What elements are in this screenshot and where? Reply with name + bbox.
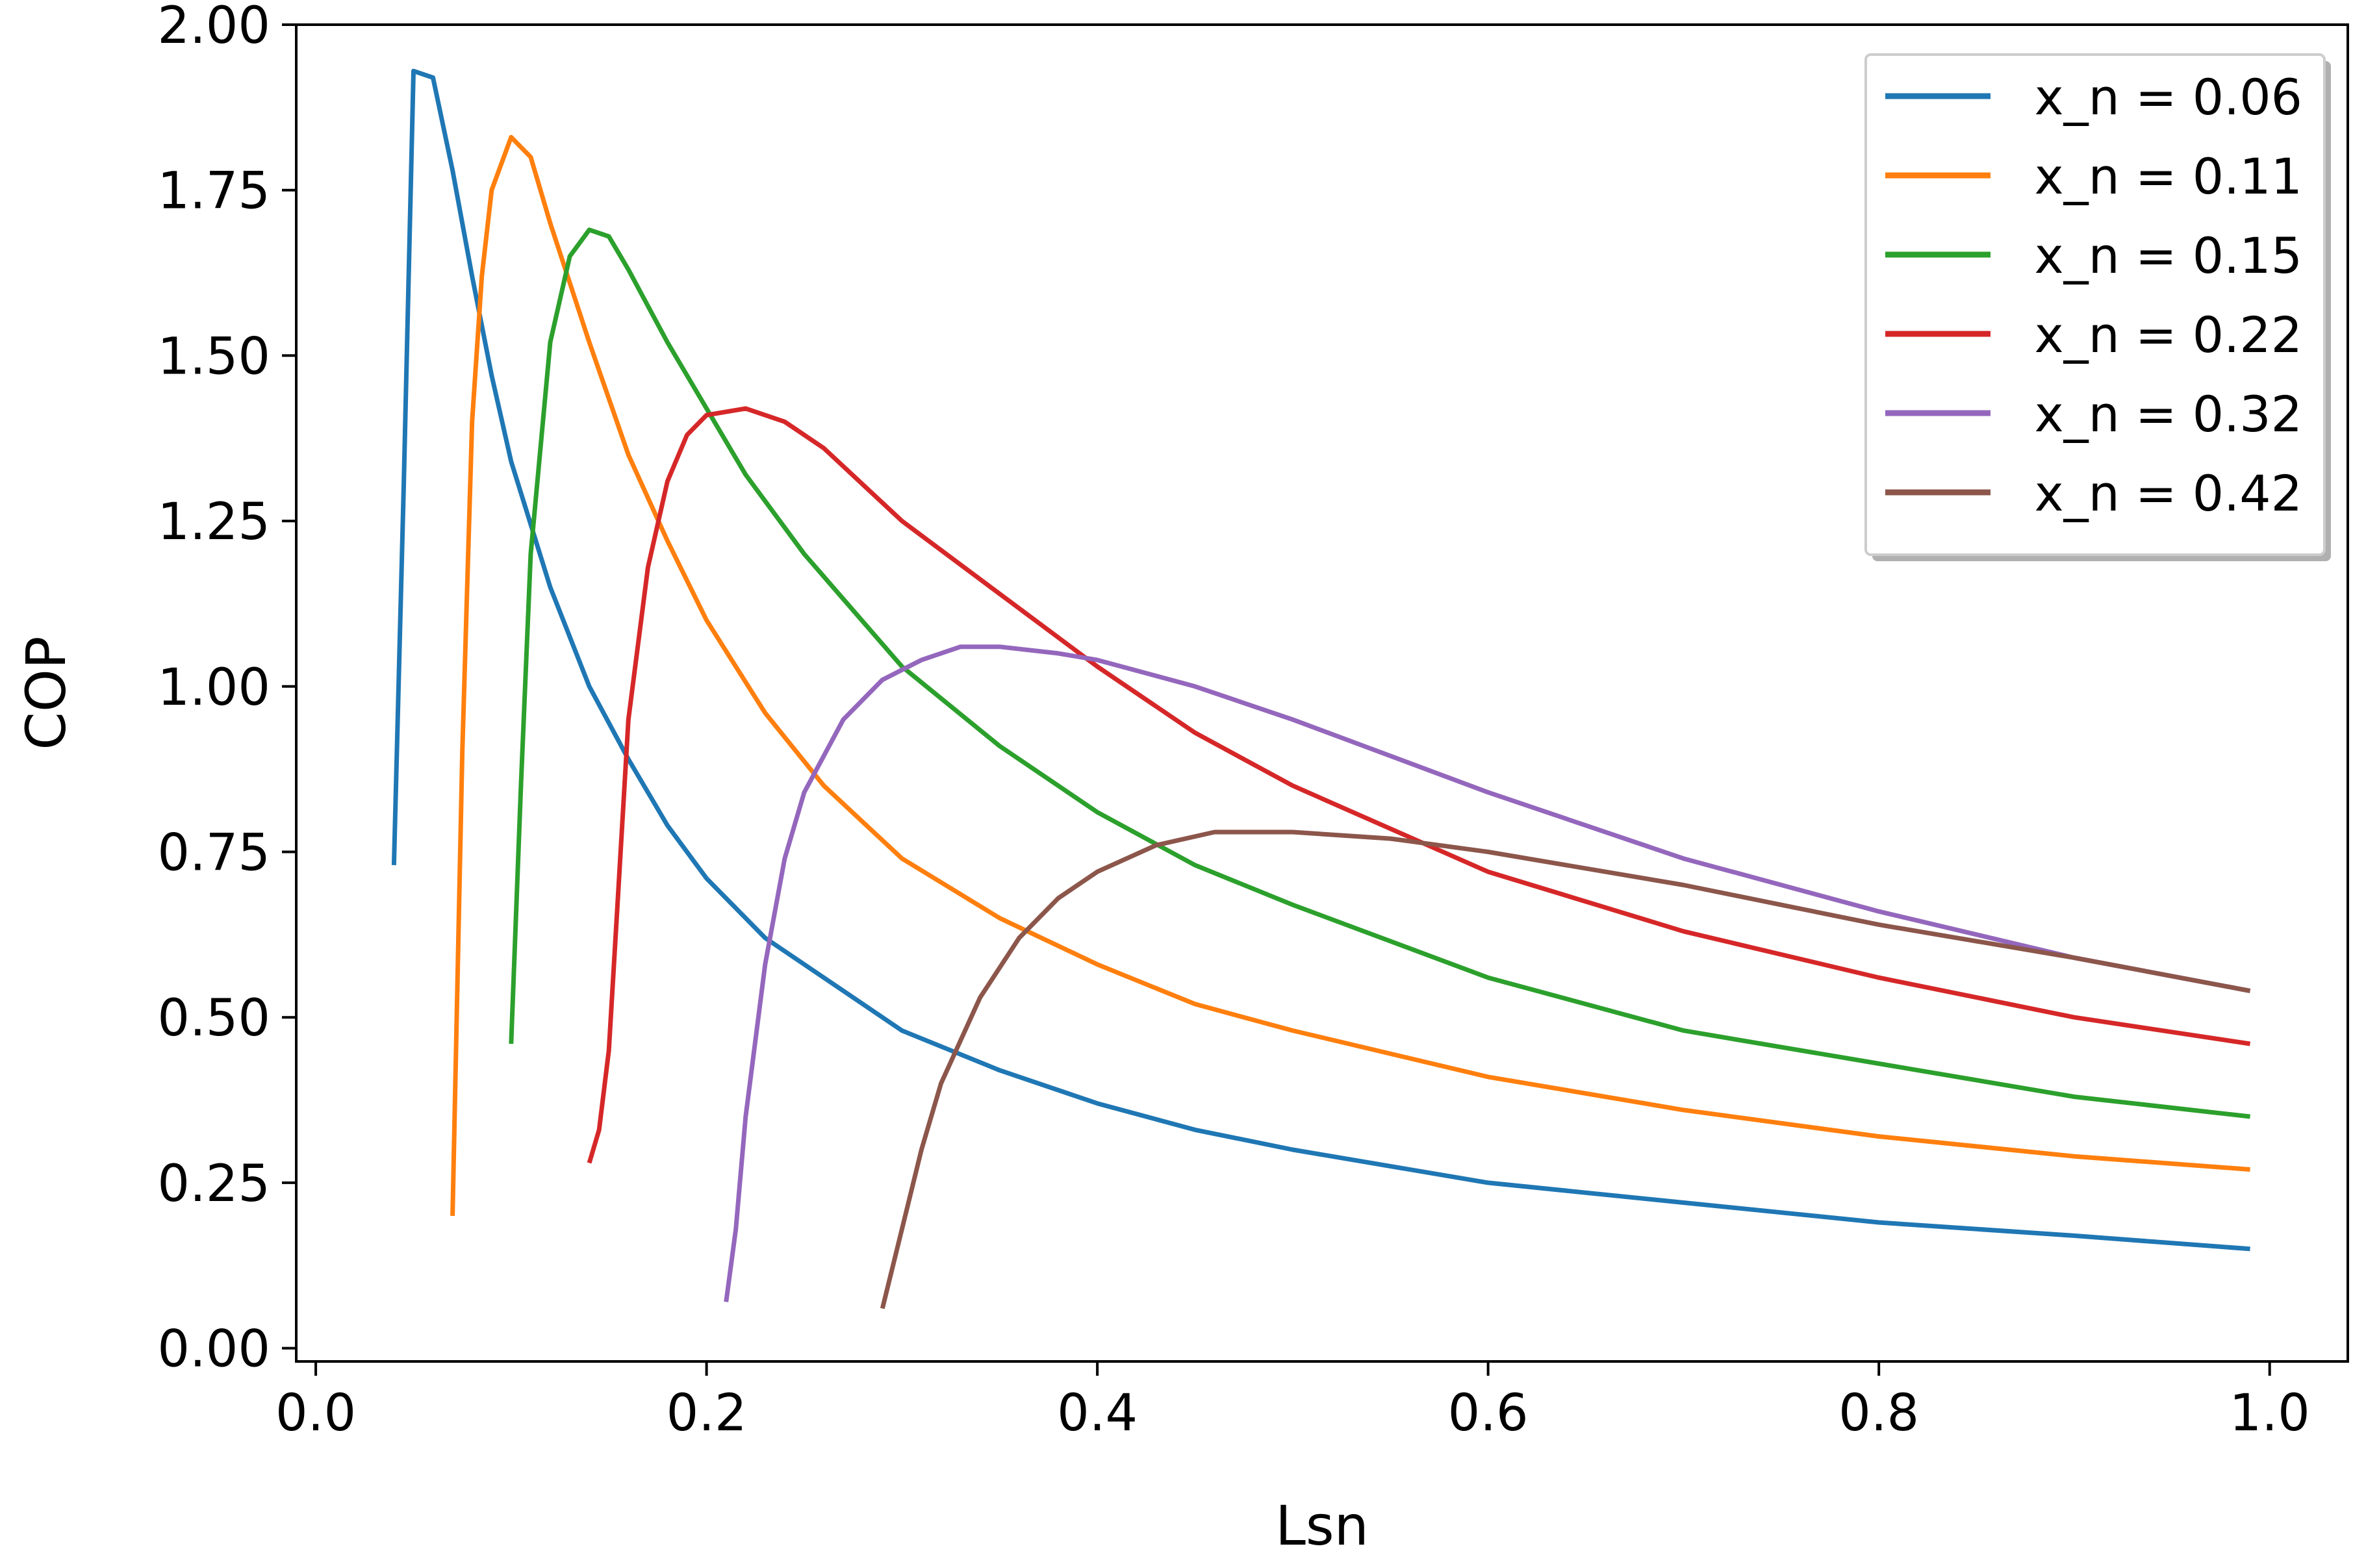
legend-label-4: x_n = 0.22	[2035, 306, 2302, 364]
series-line-6	[880, 829, 2251, 1309]
y-tick-label: 1.00	[157, 659, 270, 717]
y-tick-label: 0.50	[157, 989, 270, 1048]
series-line-3	[509, 227, 2250, 1119]
y-tick-label: 0.75	[157, 824, 270, 883]
series-line-5	[724, 644, 2251, 1302]
y-tick-label: 2.00	[157, 0, 270, 55]
series-line-4	[587, 406, 2251, 1164]
plot-frame	[295, 23, 2349, 1363]
series-line-1	[391, 68, 2250, 1252]
legend-box	[1864, 53, 2326, 556]
y-axis-label: COP	[14, 636, 78, 750]
x-tick-label: 0.0	[275, 1384, 356, 1443]
x-tick-label: 0.4	[1057, 1384, 1138, 1443]
x-tick-label: 0.8	[1838, 1384, 1919, 1443]
series-layer	[391, 68, 2251, 1309]
legend-label-5: x_n = 0.32	[2035, 385, 2302, 443]
x-tick-label: 0.6	[1448, 1384, 1529, 1443]
x-tick-label: 0.2	[667, 1384, 747, 1443]
y-tick-label: 0.00	[157, 1321, 270, 1379]
y-tick-label: 1.75	[157, 162, 270, 221]
legend-label-3: x_n = 0.15	[2035, 227, 2302, 285]
y-tick-label: 1.25	[157, 493, 270, 551]
x-axis-label: Lsn	[1275, 1494, 1369, 1558]
axes-layer: 0.0 0.2 0.4 0.6 0.8 1.0 0.00 0.25 0.50 0.75 1.00 1.…	[14, 0, 2349, 1558]
x-tick-label: 1.0	[2230, 1384, 2310, 1443]
series-line-2	[450, 134, 2250, 1216]
y-tick-label: 0.25	[157, 1155, 270, 1213]
legend-label-2: x_n = 0.11	[2035, 147, 2302, 205]
legend: x_n = 0.06 x_n = 0.11 x_n = 0.15 x_n = 0.22…	[1864, 53, 2331, 561]
y-tick-label: 1.50	[157, 327, 270, 386]
legend-label-6: x_n = 0.42	[2035, 464, 2302, 522]
legend-label-1: x_n = 0.06	[2035, 68, 2302, 126]
